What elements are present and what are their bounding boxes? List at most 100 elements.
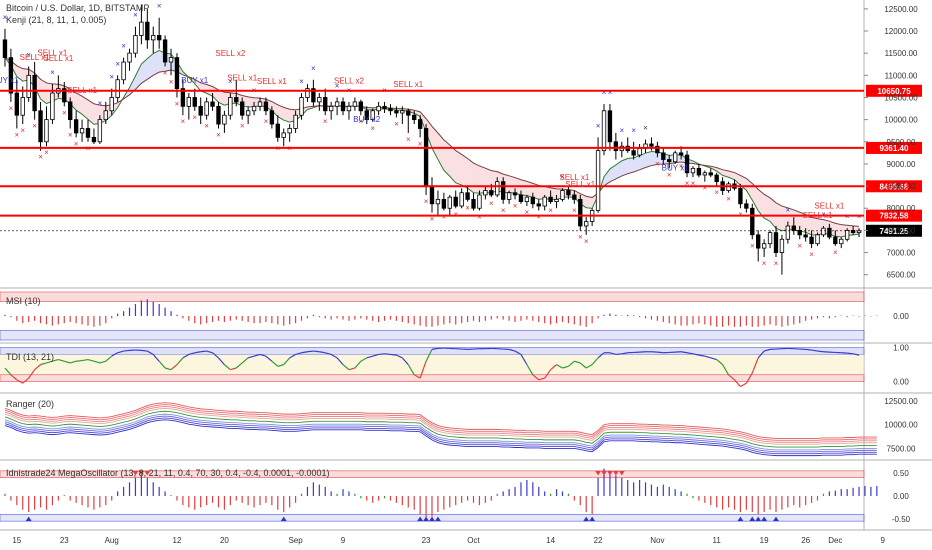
ma-cloud-segment xyxy=(88,99,94,125)
buy-signal-label: BUY x1 xyxy=(662,164,690,173)
chart-title: Bitcoin / U.S. Dollar, 1D, BITSTAMP xyxy=(6,3,150,13)
ranger-band-line xyxy=(4,413,877,451)
tdi-pane-title[interactable]: TDI (13, 21) xyxy=(6,352,55,362)
tdi-line-segment xyxy=(342,364,350,371)
ma-cloud-segment xyxy=(485,168,492,194)
time-tick-label: 19 xyxy=(760,536,769,545)
sell-x-marker: × xyxy=(833,248,838,257)
sell-x-marker: × xyxy=(74,139,79,148)
candle-body xyxy=(554,198,559,202)
price-tick-label: 12500.00 xyxy=(884,5,918,14)
tdi-line-segment xyxy=(716,359,724,366)
mega-buy-triangle xyxy=(583,516,590,522)
sell-x-marker: × xyxy=(714,188,719,197)
candle-body xyxy=(358,101,364,112)
buy-signal-label: BUY x2 xyxy=(353,115,381,124)
candle-body xyxy=(263,101,269,112)
tdi-line-segment xyxy=(852,353,860,356)
megaoscillator-pane-title[interactable]: Idnistrade24 MegaOscillator (13, 8, 21, … xyxy=(6,468,330,478)
tdi-line-segment xyxy=(681,351,688,354)
candle-body xyxy=(773,232,779,253)
buy-x-marker: × xyxy=(608,88,613,97)
candle-body xyxy=(79,128,85,134)
candle-body xyxy=(477,194,482,209)
tdi-line-segment xyxy=(271,360,279,367)
kenji-indicator-title[interactable]: Kenji (21, 8, 11, 1, 0.005) xyxy=(6,15,107,25)
tdi-line-segment xyxy=(164,367,172,371)
sell-x-marker: × xyxy=(175,99,180,108)
time-axis-layer[interactable]: 15 23 Aug 12 20 Sep 9 23 Oct 14 22 Nov 11 19 26 Dec 9 xyxy=(12,536,885,545)
candle-body xyxy=(388,108,393,112)
tdi-upper-band xyxy=(0,347,865,355)
sell-signal-label: SELL x1 xyxy=(803,211,833,220)
tdi-line-segment xyxy=(313,350,320,353)
sell-x-marker: × xyxy=(418,139,423,148)
ma-cloud-segment xyxy=(473,163,480,194)
mega-sell-triangle xyxy=(144,470,151,476)
sell-x-marker: × xyxy=(702,184,707,193)
ma-cloud-segment xyxy=(799,212,806,233)
tdi-line-segment xyxy=(235,362,243,369)
price-tick-label: 8500.00 xyxy=(887,182,916,191)
time-tick-label: 12 xyxy=(173,536,182,545)
msi-pane-title[interactable]: MSI (10) xyxy=(6,296,41,306)
tdi-line-segment xyxy=(16,379,24,384)
tdi-line-segment xyxy=(336,357,344,366)
tdi-line-segment xyxy=(574,360,581,364)
tdi-line-segment xyxy=(40,362,47,366)
buy-x-marker: × xyxy=(121,42,126,51)
sub-pane-layer xyxy=(0,291,878,522)
tdi-line-segment xyxy=(431,347,439,350)
sell-x-marker: × xyxy=(465,204,470,213)
sell-signal-label: SELL x2 xyxy=(334,77,364,86)
ranger-pane-title[interactable]: Ranger (20) xyxy=(6,399,55,409)
candle-body xyxy=(382,105,387,109)
ma-cloud-segment xyxy=(538,185,545,200)
tdi-line-segment xyxy=(34,364,41,371)
msi-tick-label: 0.00 xyxy=(893,312,909,321)
candle-body xyxy=(121,61,126,81)
price-axis-layer[interactable]: 12500.00 12000.00 11500.00 11000.00 10500.00… xyxy=(864,5,918,524)
candle-layer xyxy=(2,4,862,275)
tdi-line-segment xyxy=(307,350,314,353)
sell-x-marker: × xyxy=(726,195,731,204)
tdi-line-segment xyxy=(526,364,534,376)
level-price-label: 7832.58 xyxy=(880,212,909,221)
candle-body xyxy=(352,101,358,107)
candle-body xyxy=(216,105,221,125)
mega-buy-triangle xyxy=(589,516,596,522)
buy-x-marker: × xyxy=(857,212,862,221)
candle-body xyxy=(821,227,826,236)
ranger-band-line xyxy=(4,419,877,457)
candle-body xyxy=(500,181,506,200)
candle-body xyxy=(210,101,215,107)
candle-body xyxy=(168,57,174,63)
ma-cloud-segment xyxy=(651,151,658,166)
candle-body xyxy=(151,35,156,41)
ranger-band-line xyxy=(4,404,877,441)
tdi-line-segment xyxy=(591,357,599,366)
ma-cloud-segment xyxy=(781,206,788,231)
tdi-line-segment xyxy=(111,352,118,357)
buy-x-marker: × xyxy=(109,73,114,82)
tdi-line-segment xyxy=(692,353,700,356)
mega-sell-triangle xyxy=(601,470,607,476)
sell-x-marker: × xyxy=(62,108,67,117)
tdi-line-segment xyxy=(4,367,12,376)
candle-body xyxy=(334,101,340,107)
candle-body xyxy=(566,190,571,196)
tdi-line-segment xyxy=(425,349,433,362)
buy-x-marker: × xyxy=(3,13,8,22)
tdi-line-segment xyxy=(407,364,415,376)
candle-body xyxy=(714,174,719,183)
candle-body xyxy=(815,234,820,245)
time-tick-label: Dec xyxy=(828,536,842,545)
sell-x-marker: × xyxy=(489,199,494,208)
level-line-layer: 10650.75 9361.40 8495.68 7832.58 7491.25 xyxy=(0,84,922,237)
buy-x-marker: × xyxy=(786,206,791,215)
tdi-line-segment xyxy=(745,372,753,384)
candle-body xyxy=(459,192,464,207)
candle-body xyxy=(530,196,536,205)
candle-body xyxy=(429,185,435,205)
